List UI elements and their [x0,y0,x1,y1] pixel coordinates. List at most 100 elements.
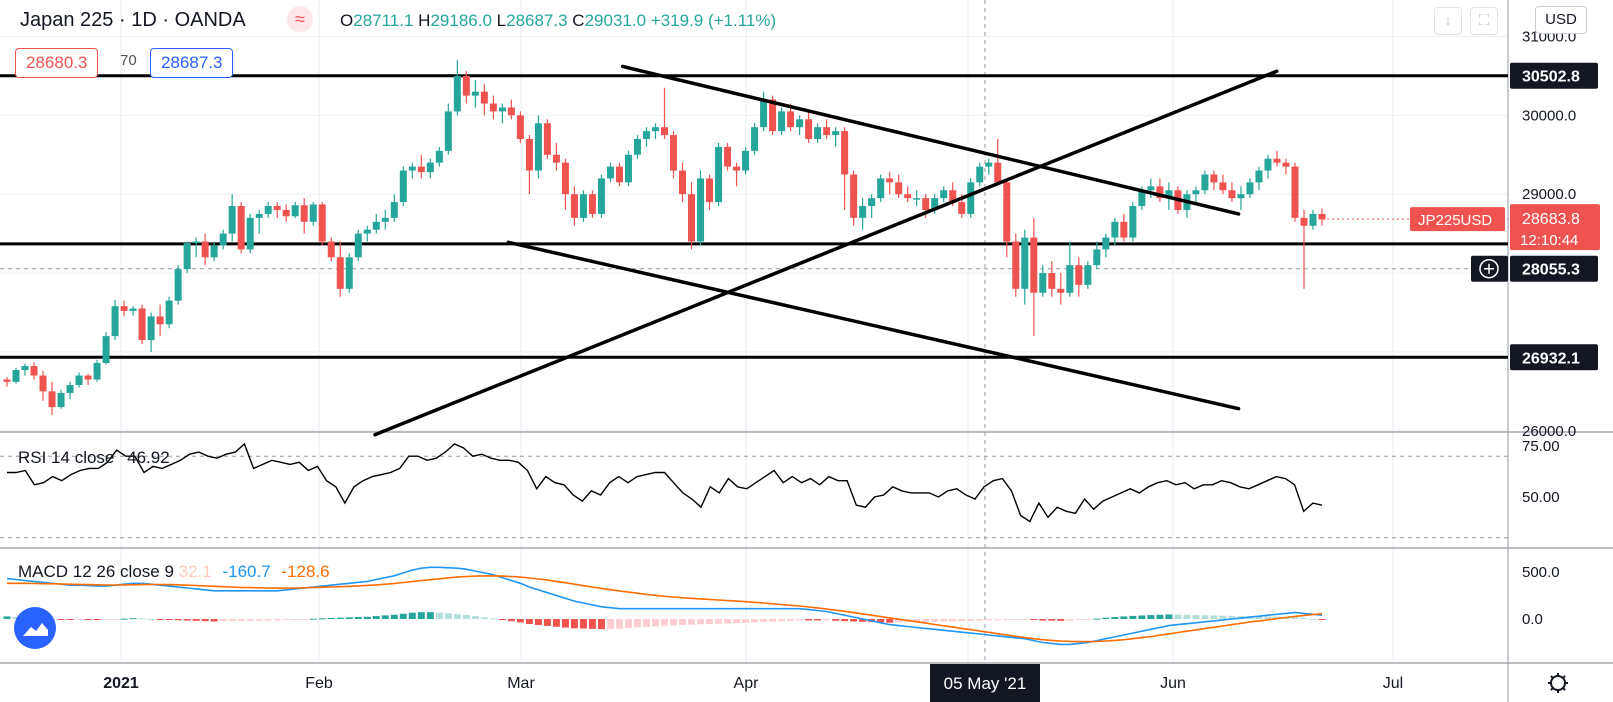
candle-body [832,131,840,136]
candle-body [21,366,29,371]
candle-body [805,119,813,140]
macd-histogram-bar [273,619,281,621]
currency-button[interactable]: USD [1535,6,1587,34]
macd-histogram-bar [967,619,975,621]
gear-icon [1550,675,1566,691]
macd-histogram-bar [228,619,236,622]
candle-body [390,202,398,218]
candle-body [363,229,371,234]
macd-histogram-bar [1210,615,1218,619]
buy-price-button[interactable]: 28687.3 [150,48,234,78]
macd-histogram-bar [778,619,786,622]
candle-body [255,213,263,218]
down-arrow-icon[interactable]: ↓ [1434,7,1462,35]
candle-body [57,392,65,408]
candle-body [453,75,461,112]
candle-body [1219,182,1227,191]
macd-histogram-bar [814,619,822,621]
separator-dot: · [118,9,132,31]
candle-body [940,190,948,199]
interval-label[interactable]: 1D [131,9,157,31]
broker-label: OANDA [174,9,246,31]
candle-body [642,131,650,140]
macd-histogram-bar [940,619,948,622]
crosshair-price-label: 28055.3 [1522,262,1580,279]
macd-histogram-bar [1039,619,1047,621]
macd-histogram-bar [1183,614,1191,619]
candle-body [1120,221,1128,238]
candle-body [895,182,903,195]
macd-histogram-bar [336,617,344,619]
fullscreen-icon[interactable]: ⛶ [1470,7,1498,35]
candle-body [48,391,56,408]
candle-body [1255,170,1263,183]
macd-histogram-bar [805,619,813,621]
candle-body [471,91,479,96]
macd-histogram-bar [615,619,623,629]
candle-body [724,146,732,167]
macd-histogram-bar [363,616,371,619]
macd-histogram-bar [327,617,335,619]
candle-body [1102,237,1110,250]
macd-histogram-bar [201,619,209,622]
macd-histogram-bar [1300,617,1308,619]
gear-icon-tooth [1550,675,1554,679]
candle-body [84,375,92,380]
macd-histogram-bar [543,619,551,626]
macd-histogram-bar [156,619,164,620]
macd-histogram-bar [579,619,587,629]
candle-body [1318,213,1326,220]
macd-histogram-bar [742,619,750,623]
candle-body [679,170,687,195]
candle-body [498,107,506,112]
time-tick-label: 2021 [103,675,139,692]
sell-price-button[interactable]: 28680.3 [15,48,99,78]
time-tick-label: Apr [734,675,760,692]
macd-histogram-bar [1147,615,1155,619]
current-price-box [1510,204,1600,251]
macd-histogram-bar [1228,615,1236,619]
macd-histogram-bar [1309,618,1317,620]
tradingview-logo-icon[interactable] [14,607,56,649]
macd-histogram-bar [931,619,939,622]
macd-histogram-bar [606,619,614,629]
macd-histogram-bar [84,619,92,620]
candle-body [994,162,1002,183]
macd-label: MACD 12 26 close 9 [18,562,174,581]
macd-histogram-bar [282,619,290,620]
candle-body [787,111,795,128]
candle-body [1228,190,1236,199]
candle-body [877,178,885,199]
level-label: 30502.8 [1522,69,1580,86]
candle-body [904,194,912,199]
wave-icon[interactable]: ≈ [287,6,313,32]
candle-body [733,166,741,171]
symbol-header[interactable]: Japan 225 · 1D · OANDA [20,9,246,32]
macd-histogram-bar [976,619,984,621]
macd-histogram-bar [1057,619,1065,621]
close-value: 29031.0 [584,11,647,30]
candle-body [1138,190,1146,207]
macd-histogram-bar [823,619,831,621]
candle-body [1237,194,1245,199]
candle-body [516,115,524,140]
macd-histogram-bar [850,619,858,622]
price-tick-label: 30000.0 [1522,107,1576,124]
candle-body [1264,158,1272,171]
candle-body [165,300,173,325]
symbol-name[interactable]: Japan 225 [20,9,114,31]
macd-histogram-bar [570,619,578,629]
macd-histogram-bar [787,619,795,621]
candle-body [201,241,209,258]
candle-body [3,379,11,382]
macd-histogram-bar [165,619,173,620]
candle-body [435,150,443,163]
macd-histogram-bar [183,619,191,621]
macd-histogram-bar [462,614,470,619]
candle-body [507,107,515,116]
macd-histogram-bar [1120,616,1128,619]
candle-body [769,99,777,132]
macd-histogram-bar [624,619,632,629]
macd-histogram-bar [985,619,993,621]
